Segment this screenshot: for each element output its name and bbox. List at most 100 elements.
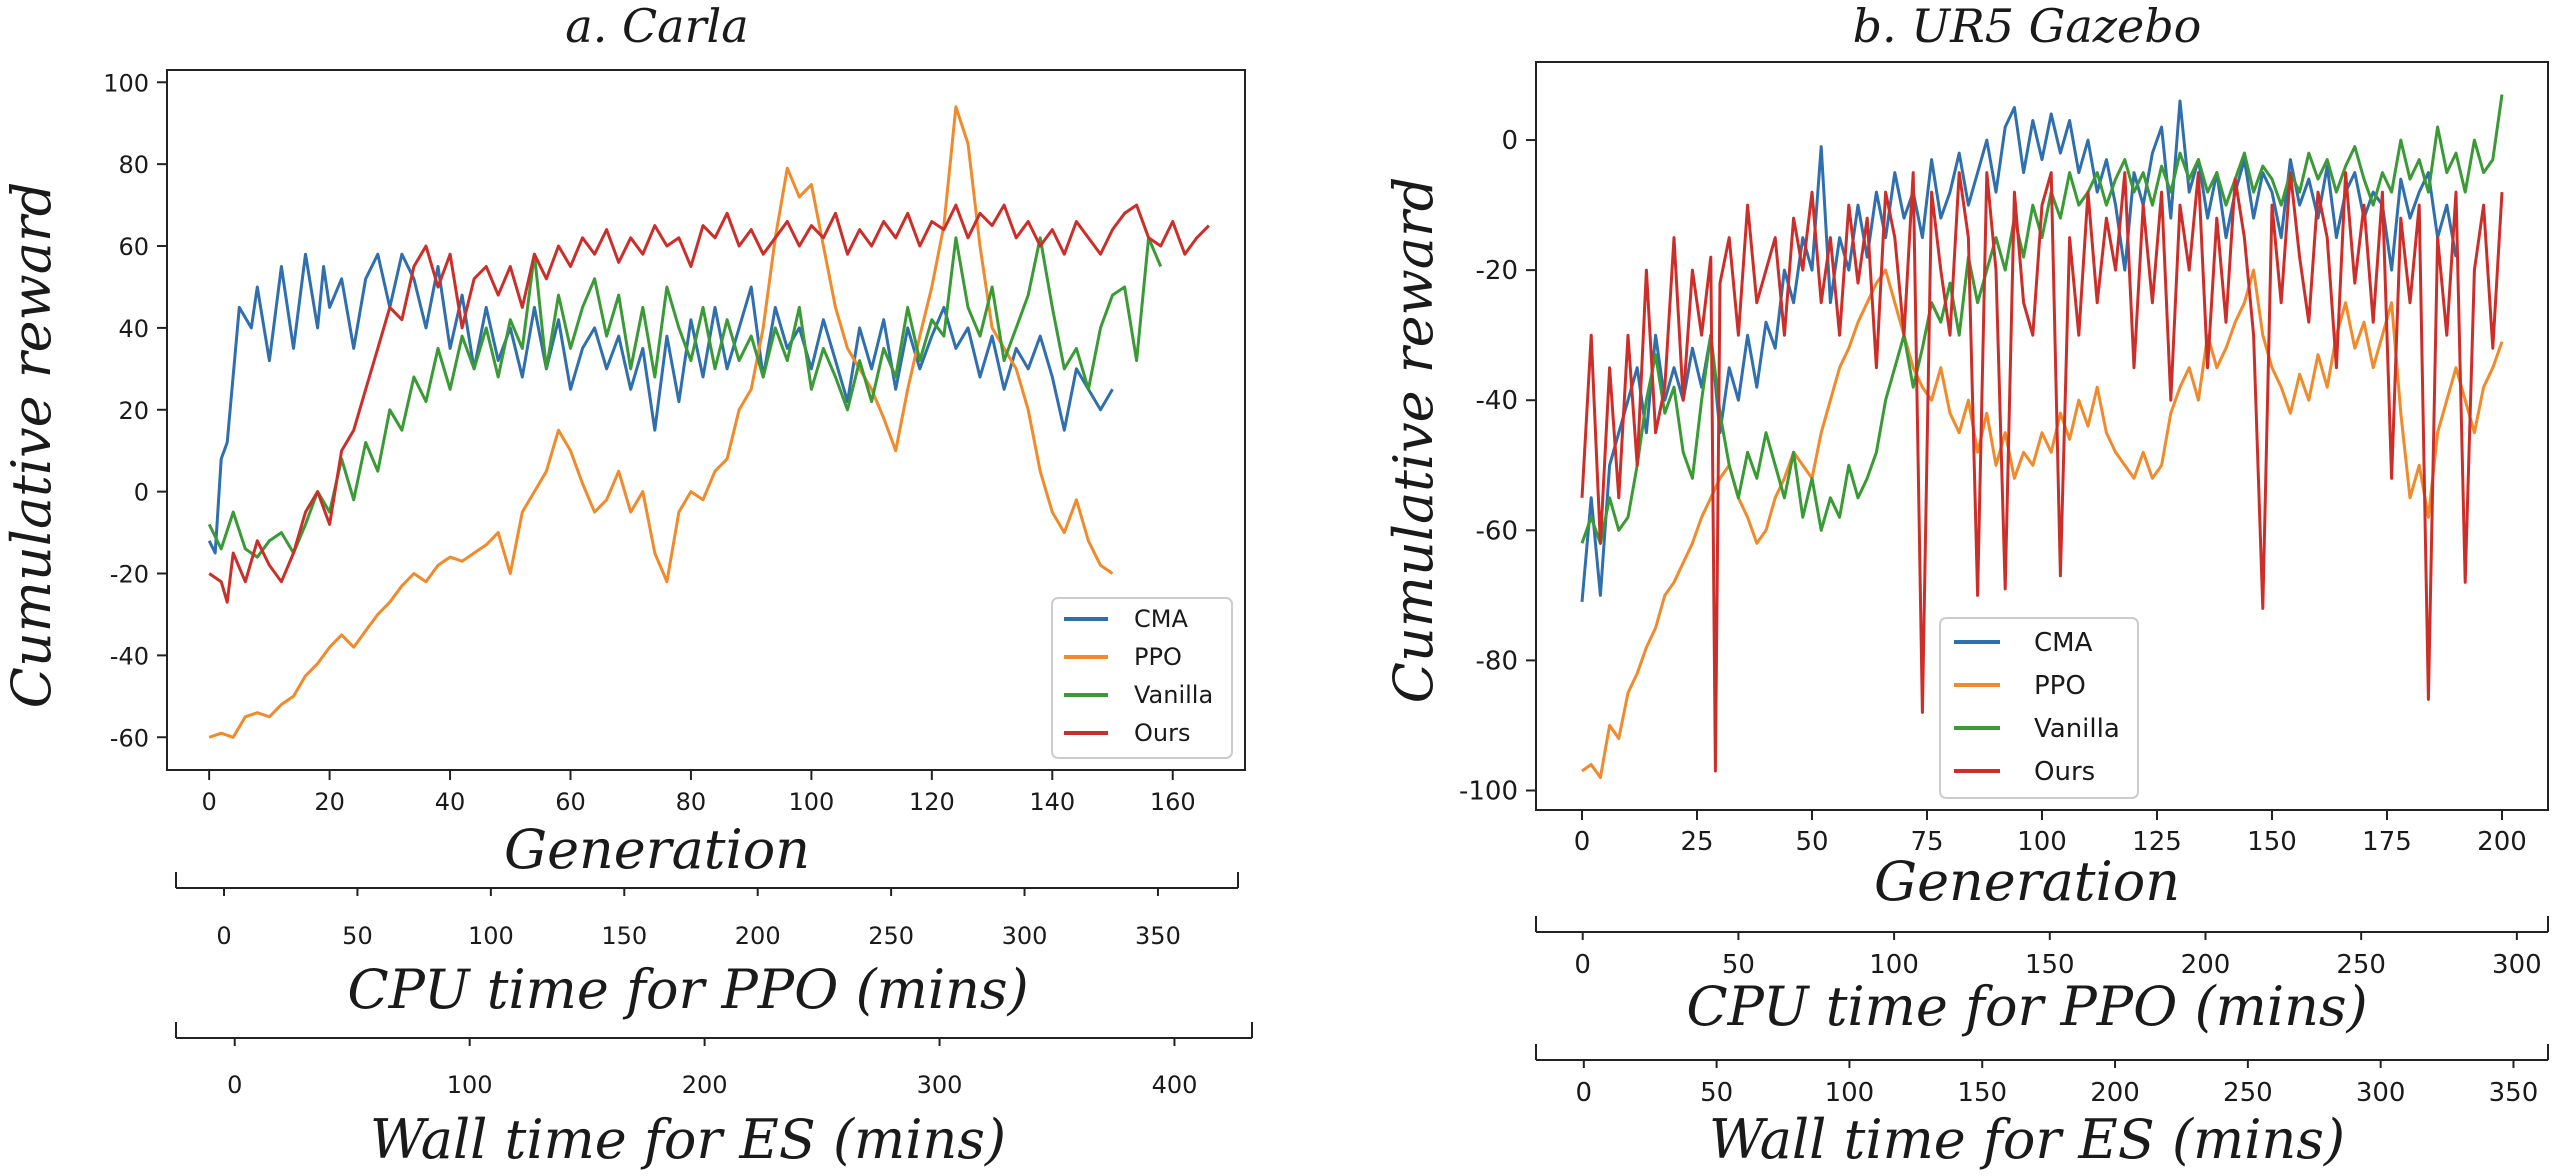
panel-b-axes-frame	[1535, 61, 2549, 811]
panel-a-legend: CMA PPO Vanilla Ours	[1051, 597, 1233, 759]
x-tick-label: 100	[2017, 827, 2067, 857]
panel-a-xlabel: Generation	[504, 818, 810, 881]
y-tick-label: 40	[118, 315, 149, 343]
panel-carla: a. Carla Cumulative reward 0 20 40 60 80 100 1…	[0, 0, 1253, 1171]
secondary-tick-label: 400	[1152, 1071, 1198, 1099]
panel-b-cpu-axis: 0 50 100 150 200 250 300	[1535, 916, 2549, 980]
secondary-tick-label: 0	[1574, 950, 1591, 980]
secondary-tick-label: 250	[2336, 950, 2386, 980]
secondary-tick-label: 200	[2181, 950, 2231, 980]
y-tick-label: 20	[118, 397, 149, 425]
series-line-ours	[1580, 171, 2504, 773]
x-tick-label: 120	[909, 788, 955, 816]
legend-b-cma: CMA	[2034, 628, 2093, 658]
secondary-tick-label: 50	[342, 922, 373, 950]
x-tick-label: 140	[1029, 788, 1075, 816]
panel-b-wall-axis: 0 50 100 150 200 250 300 350	[1535, 1044, 2549, 1108]
secondary-tick-label: 0	[216, 922, 231, 950]
secondary-tick-label: 50	[1700, 1078, 1733, 1108]
legend-b-ours: Ours	[2034, 757, 2095, 787]
panel-b-xlabel: Generation	[1874, 850, 2180, 913]
legend-a-ppo: PPO	[1134, 643, 1182, 671]
y-tick-label: -80	[1476, 646, 1518, 676]
secondary-tick-label: 200	[682, 1071, 728, 1099]
secondary-tick-label: 300	[2356, 1078, 2406, 1108]
secondary-tick-label: 300	[917, 1071, 963, 1099]
panel-a-axes-frame	[166, 69, 1246, 771]
panel-a-wall-axis: 0 100 200 300 400	[175, 1022, 1253, 1099]
secondary-tick-label: 250	[868, 922, 914, 950]
y-tick-label: 100	[103, 69, 149, 97]
x-tick-label: 150	[2247, 827, 2297, 857]
secondary-tick-label: 100	[1869, 950, 1919, 980]
panel-a-legend-box	[1051, 597, 1233, 759]
x-tick-label: 40	[435, 788, 466, 816]
legend-a-ours: Ours	[1134, 719, 1190, 747]
legend-b-vanilla: Vanilla	[2034, 714, 2120, 744]
series-line-vanilla	[1580, 94, 2504, 545]
y-tick-label: -60	[110, 724, 149, 752]
secondary-tick-label: 150	[2025, 950, 2075, 980]
panel-b-wall-label: Wall time for ES (mins)	[1709, 1108, 2345, 1171]
panel-b-plot: 0 25 50 75 100 125 150 175 200 -100 -80 -60 -40 -20 0	[1459, 94, 2527, 857]
panel-ur5: b. UR5 Gazebo Cumulative reward 0 25 50 75 1…	[1382, 0, 2549, 1171]
secondary-tick-label: 150	[601, 922, 647, 950]
legend-a-vanilla: Vanilla	[1134, 681, 1213, 709]
secondary-tick-label: 300	[2492, 950, 2542, 980]
y-tick-label: -20	[1476, 256, 1518, 286]
series-line-cma	[1580, 99, 2458, 603]
series-line-ppo	[208, 105, 1114, 739]
secondary-tick-label: 100	[447, 1071, 493, 1099]
y-tick-label: 0	[134, 479, 149, 507]
panel-a-wall-label: Wall time for ES (mins)	[370, 1108, 1006, 1171]
secondary-tick-label: 200	[735, 922, 781, 950]
secondary-tick-label: 300	[1002, 922, 1048, 950]
x-tick-label: 0	[202, 788, 217, 816]
y-tick-label: 0	[1501, 126, 1518, 156]
x-tick-label: 0	[1574, 827, 1591, 857]
secondary-tick-label: 50	[1722, 950, 1755, 980]
y-tick-label: -100	[1459, 776, 1518, 806]
series-line-ours	[208, 203, 1210, 604]
panel-a-ylabel: Cumulative reward	[0, 182, 63, 709]
panel-a-cpu-label: CPU time for PPO (mins)	[347, 958, 1028, 1021]
x-tick-label: 175	[2362, 827, 2412, 857]
panel-b-title: b. UR5 Gazebo	[1853, 0, 2202, 53]
legend-a-cma: CMA	[1134, 605, 1188, 633]
secondary-tick-label: 0	[1576, 1078, 1593, 1108]
y-tick-label: -20	[110, 561, 149, 589]
x-tick-label: 60	[555, 788, 586, 816]
secondary-tick-label: 150	[1957, 1078, 2007, 1108]
panel-b-legend-box	[1939, 617, 2139, 799]
secondary-tick-label: 0	[227, 1071, 242, 1099]
panel-b-ylabel: Cumulative reward	[1382, 177, 1445, 704]
secondary-tick-label: 350	[1135, 922, 1181, 950]
panel-a-plot: 0 20 40 60 80 100 120 140 160 -60 -40 -20 0 20 40 60 80 1…	[103, 69, 1210, 816]
panel-a-title: a. Carla	[565, 0, 748, 53]
secondary-tick-label: 350	[2489, 1078, 2539, 1108]
x-tick-label: 125	[2132, 827, 2182, 857]
y-tick-label: 80	[118, 151, 149, 179]
y-tick-label: -60	[1476, 516, 1518, 546]
secondary-tick-label: 200	[2090, 1078, 2140, 1108]
panel-b-cpu-label: CPU time for PPO (mins)	[1686, 975, 2367, 1038]
secondary-tick-label: 100	[1825, 1078, 1875, 1108]
x-tick-label: 20	[314, 788, 345, 816]
x-tick-label: 160	[1150, 788, 1196, 816]
series-line-vanilla	[207, 236, 1163, 559]
x-tick-label: 200	[2477, 827, 2527, 857]
y-tick-label: -40	[1476, 386, 1518, 416]
x-tick-label: 25	[1680, 827, 1713, 857]
panel-b-legend: CMA PPO Vanilla Ours	[1939, 617, 2139, 799]
x-tick-label: 50	[1795, 827, 1828, 857]
y-tick-label: -40	[110, 642, 149, 670]
series-line-cma	[207, 252, 1114, 555]
x-tick-label: 100	[788, 788, 834, 816]
y-tick-label: 60	[118, 233, 149, 261]
secondary-tick-label: 100	[468, 922, 514, 950]
secondary-tick-label: 250	[2223, 1078, 2273, 1108]
legend-b-ppo: PPO	[2034, 671, 2086, 701]
panel-a-cpu-axis: 0 50 100 150 200 250 300 350	[175, 872, 1239, 950]
x-tick-label: 80	[676, 788, 707, 816]
x-tick-label: 75	[1910, 827, 1943, 857]
